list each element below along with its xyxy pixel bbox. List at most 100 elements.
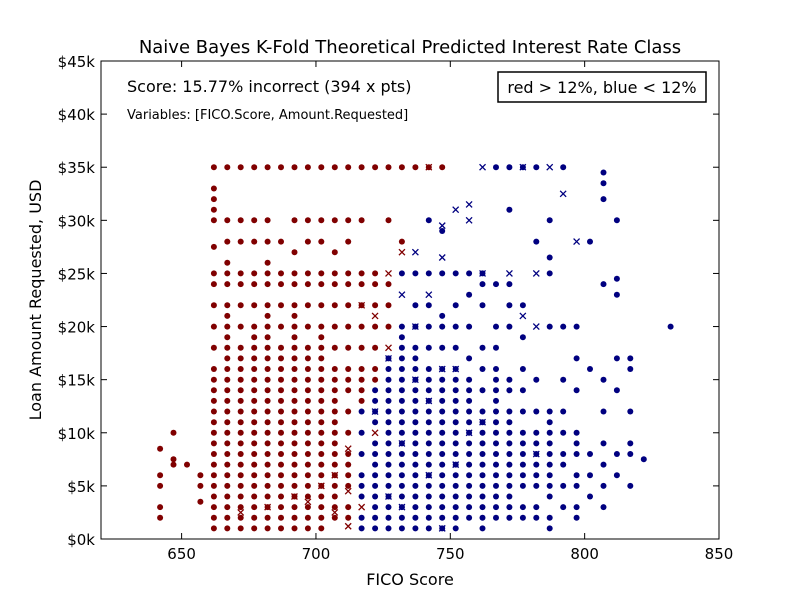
data-point — [210, 472, 217, 479]
data-point — [546, 482, 553, 489]
data-point — [613, 355, 620, 362]
data-point — [210, 243, 217, 250]
data-point — [210, 504, 217, 511]
data-point — [613, 291, 620, 298]
data-point — [506, 451, 513, 457]
data-point — [372, 440, 379, 447]
data-point — [264, 419, 271, 426]
data-point — [358, 429, 365, 436]
y-tick-label: $40k — [58, 106, 96, 124]
data-point — [398, 355, 405, 362]
data-point — [398, 525, 405, 532]
data-point — [412, 514, 419, 521]
data-point — [425, 440, 432, 447]
data-point-misclassified — [452, 206, 460, 214]
data-point — [519, 408, 526, 415]
data-point — [479, 281, 486, 288]
data-point — [224, 387, 231, 394]
data-point — [251, 514, 258, 521]
data-point — [291, 344, 298, 351]
data-point — [251, 440, 258, 447]
data-point — [224, 504, 231, 511]
data-point — [358, 472, 365, 479]
data-point — [237, 461, 244, 468]
data-point — [519, 482, 526, 489]
data-point-misclassified — [344, 445, 352, 453]
data-point — [264, 323, 271, 330]
data-point — [466, 493, 473, 500]
data-point — [278, 355, 284, 362]
data-point — [291, 482, 298, 489]
data-point-misclassified — [519, 312, 527, 320]
data-point — [372, 504, 379, 511]
data-point — [237, 408, 244, 415]
data-point — [264, 440, 271, 447]
data-point — [466, 387, 473, 394]
data-point-misclassified — [371, 429, 379, 437]
data-point-misclassified — [425, 163, 433, 171]
data-point — [278, 344, 284, 351]
data-point — [251, 334, 258, 341]
data-point — [157, 514, 164, 521]
data-point — [412, 270, 419, 277]
data-point — [627, 440, 634, 447]
data-point — [613, 275, 620, 282]
data-point — [278, 493, 284, 500]
data-point — [251, 493, 258, 500]
data-point — [439, 270, 446, 277]
data-point — [278, 419, 284, 426]
data-point — [466, 355, 473, 362]
data-point-misclassified — [505, 269, 513, 277]
data-point — [425, 366, 432, 372]
data-point — [278, 302, 284, 309]
data-point-misclassified — [479, 418, 487, 426]
data-point — [224, 238, 231, 245]
data-point — [318, 355, 325, 362]
variables-annotation: Variables: [FICO.Score, Amount.Requested… — [127, 108, 408, 123]
data-point — [345, 217, 352, 224]
data-point — [493, 376, 499, 383]
data-point — [331, 493, 338, 500]
data-point — [372, 302, 379, 309]
data-point — [358, 281, 365, 288]
data-point — [479, 440, 486, 447]
data-point — [452, 419, 459, 426]
data-point — [425, 493, 432, 500]
data-point — [506, 281, 513, 288]
data-point — [519, 451, 526, 457]
data-point — [398, 493, 405, 500]
data-point-misclassified — [425, 291, 433, 299]
data-point — [291, 504, 298, 511]
data-point — [613, 217, 620, 224]
data-point — [372, 525, 379, 532]
data-point — [237, 355, 244, 362]
data-point — [251, 482, 258, 489]
data-point — [304, 429, 311, 436]
data-point — [439, 451, 446, 457]
data-point — [210, 206, 217, 213]
data-point — [291, 419, 298, 426]
data-point — [210, 493, 217, 500]
data-point — [251, 238, 258, 245]
data-point — [506, 472, 513, 479]
data-point — [264, 493, 271, 500]
data-point-misclassified — [291, 493, 298, 500]
data-point — [385, 323, 392, 330]
data-point — [358, 408, 365, 415]
data-point — [264, 482, 271, 489]
data-point — [278, 366, 284, 372]
data-point — [506, 206, 513, 213]
data-point-misclassified — [398, 248, 406, 256]
data-point — [466, 451, 473, 457]
data-point — [479, 408, 486, 415]
data-point — [412, 355, 419, 362]
data-point — [291, 323, 298, 330]
data-point — [224, 493, 231, 500]
data-point — [533, 440, 540, 447]
data-point — [304, 482, 311, 489]
data-point — [493, 482, 499, 489]
data-point — [318, 504, 325, 511]
data-point — [184, 461, 190, 468]
data-point-misclassified — [331, 471, 339, 479]
data-point — [224, 482, 231, 489]
